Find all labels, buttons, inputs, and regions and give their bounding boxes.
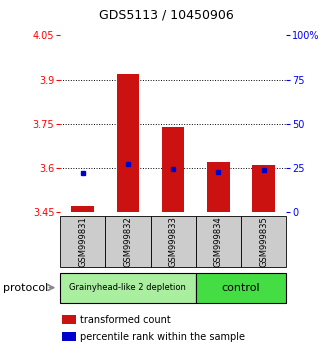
- Bar: [105, 216, 151, 267]
- Text: control: control: [222, 282, 260, 293]
- Bar: [241, 216, 286, 267]
- Bar: [71, 206, 94, 212]
- Text: GDS5113 / 10450906: GDS5113 / 10450906: [99, 9, 234, 22]
- Bar: [62, 315, 76, 324]
- Bar: [207, 162, 230, 212]
- Text: GSM999831: GSM999831: [78, 216, 87, 267]
- Text: GSM999833: GSM999833: [168, 216, 178, 267]
- Bar: [62, 332, 76, 341]
- Text: GSM999835: GSM999835: [259, 216, 268, 267]
- Text: GSM999834: GSM999834: [214, 216, 223, 267]
- Bar: [60, 273, 196, 303]
- Bar: [196, 273, 286, 303]
- Bar: [151, 216, 196, 267]
- Bar: [117, 74, 139, 212]
- Text: GSM999832: GSM999832: [123, 216, 133, 267]
- Bar: [162, 127, 184, 212]
- Bar: [252, 165, 275, 212]
- Bar: [60, 216, 105, 267]
- Text: protocol: protocol: [3, 282, 49, 293]
- Text: percentile rank within the sample: percentile rank within the sample: [80, 332, 245, 342]
- Text: transformed count: transformed count: [80, 315, 171, 325]
- Bar: [196, 216, 241, 267]
- Text: Grainyhead-like 2 depletion: Grainyhead-like 2 depletion: [70, 283, 186, 292]
